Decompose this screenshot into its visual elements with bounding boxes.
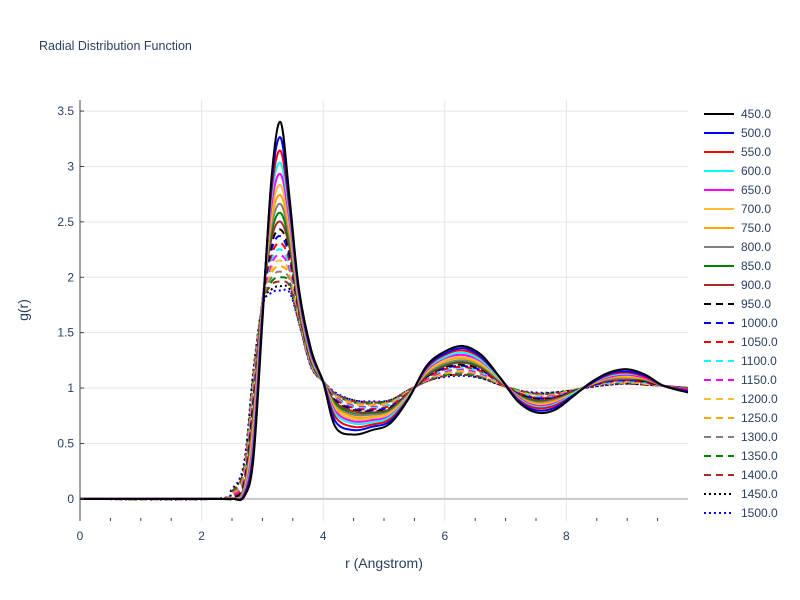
x-tick-label: 0	[77, 529, 84, 543]
legend-label: 550.0	[741, 145, 771, 159]
legend-label: 950.0	[741, 297, 771, 311]
legend-label: 1150.0	[741, 373, 777, 387]
legend-label: 700.0	[741, 202, 771, 216]
x-tick-label: 2	[198, 529, 205, 543]
y-tick-label: 3.5	[57, 104, 74, 118]
legend-label: 500.0	[741, 126, 771, 140]
axes: 0 2 4 6 8 0 0.5 1 1.5 2 2.5 3 3.5	[57, 100, 659, 543]
legend-item[interactable]: 550.0	[704, 145, 771, 159]
legend-label: 800.0	[741, 240, 771, 254]
legend-label: 1450.0	[741, 487, 778, 501]
x-tick-label: 6	[441, 529, 448, 543]
legend-item[interactable]: 500.0	[704, 126, 771, 140]
legend-label: 1050.0	[741, 335, 778, 349]
legend-label: 1250.0	[741, 411, 778, 425]
legend-label: 450.0	[741, 107, 771, 121]
legend-label: 1400.0	[741, 468, 778, 482]
legend-label: 1200.0	[741, 392, 778, 406]
legend-item[interactable]: 650.0	[704, 183, 771, 197]
legend-item[interactable]: 1350.0	[704, 449, 778, 463]
legend-label: 900.0	[741, 278, 771, 292]
y-axis-label: g(r)	[15, 299, 31, 321]
y-tick-label: 1	[67, 381, 74, 395]
legend-item[interactable]: 750.0	[704, 221, 771, 235]
legend-item[interactable]: 1000.0	[704, 316, 778, 330]
chart-title: Radial Distribution Function	[39, 39, 192, 53]
y-tick-label: 2	[67, 270, 74, 284]
legend-label: 600.0	[741, 164, 771, 178]
legend[interactable]: 450.0 500.0 550.0 600.0 650.0 700.0 750.0 800.0…	[704, 107, 778, 520]
x-axis-label: r (Angstrom)	[345, 555, 423, 571]
x-tick-label: 8	[563, 529, 570, 543]
y-tick-label: 0.5	[57, 436, 74, 450]
legend-item[interactable]: 450.0	[704, 107, 771, 121]
legend-item[interactable]: 1250.0	[704, 411, 778, 425]
y-tick-label: 2.5	[57, 215, 74, 229]
series-line-1450.0[interactable]	[80, 284, 688, 501]
y-tick-label: 0	[67, 492, 74, 506]
legend-item[interactable]: 1100.0	[704, 354, 777, 368]
legend-label: 650.0	[741, 183, 771, 197]
legend-item[interactable]: 800.0	[704, 240, 771, 254]
x-tick-label: 4	[320, 529, 327, 543]
legend-item[interactable]: 1450.0	[704, 487, 778, 501]
legend-label: 1500.0	[741, 506, 778, 520]
plot-area: 0 2 4 6 8 0 0.5 1 1.5 2 2.5 3 3.5	[57, 100, 688, 543]
legend-item[interactable]: 1400.0	[704, 468, 778, 482]
legend-label: 850.0	[741, 259, 771, 273]
legend-item[interactable]: 600.0	[704, 164, 771, 178]
legend-item[interactable]: 850.0	[704, 259, 771, 273]
legend-item[interactable]: 900.0	[704, 278, 771, 292]
legend-item[interactable]: 1050.0	[704, 335, 778, 349]
legend-item[interactable]: 950.0	[704, 297, 771, 311]
legend-item[interactable]: 1200.0	[704, 392, 778, 406]
legend-label: 1350.0	[741, 449, 778, 463]
legend-label: 1000.0	[741, 316, 778, 330]
legend-item[interactable]: 1300.0	[704, 430, 778, 444]
legend-item[interactable]: 1500.0	[704, 506, 778, 520]
legend-item[interactable]: 700.0	[704, 202, 771, 216]
series-layer	[80, 120, 688, 502]
legend-item[interactable]: 1150.0	[704, 373, 777, 387]
series-line-450.0[interactable]	[80, 120, 688, 502]
legend-label: 1300.0	[741, 430, 778, 444]
legend-label: 750.0	[741, 221, 771, 235]
legend-label: 1100.0	[741, 354, 777, 368]
y-tick-label: 1.5	[57, 326, 74, 340]
y-tick-label: 3	[67, 159, 74, 173]
